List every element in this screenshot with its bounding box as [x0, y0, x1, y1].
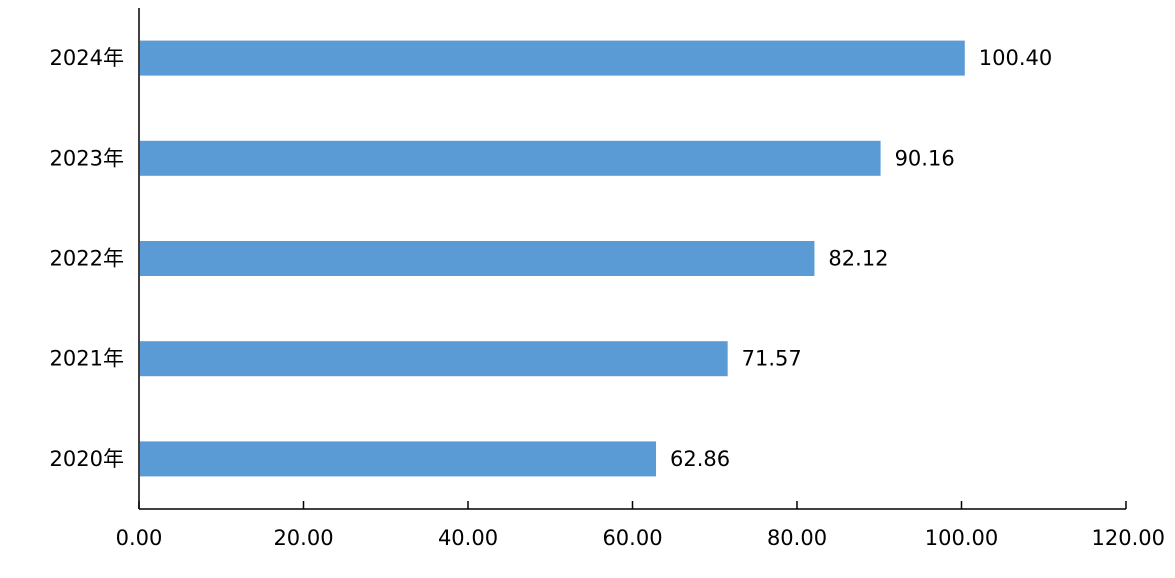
bar [140, 241, 815, 276]
bar [140, 441, 657, 477]
x-tick-label: 60.00 [602, 526, 662, 550]
x-tick-label: 100.00 [925, 526, 998, 550]
y-axis-labels: 2020年 2021年 2022年 2023年 2024年 [50, 46, 124, 471]
bar-value-label: 100.40 [979, 46, 1052, 70]
x-tick-label: 20.00 [273, 526, 333, 550]
y-tick-label: 2020年 [50, 447, 124, 471]
value-labels-group: 62.86 71.57 82.12 90.16 100.40 [670, 46, 1052, 471]
bar [140, 40, 965, 76]
x-tick-label: 120.00 [1092, 526, 1165, 550]
y-tick-label: 2022年 [50, 247, 124, 271]
x-tick-label: 80.00 [767, 526, 827, 550]
bar-value-label: 82.12 [828, 247, 888, 271]
bar-value-label: 71.57 [742, 347, 802, 371]
x-axis-ticks: 0.00 20.00 40.00 60.00 80.00 100.00 120.00 [116, 501, 1165, 550]
bar [140, 140, 881, 176]
y-tick-label: 2023年 [50, 146, 124, 170]
bars-group [140, 40, 965, 477]
bar-value-label: 90.16 [895, 146, 955, 170]
bar-value-label: 62.86 [670, 447, 730, 471]
x-tick-label: 40.00 [438, 526, 498, 550]
x-tick-label: 0.00 [116, 526, 163, 550]
bar [140, 341, 728, 377]
y-tick-label: 2021年 [50, 347, 124, 371]
y-tick-label: 2024年 [50, 46, 124, 70]
